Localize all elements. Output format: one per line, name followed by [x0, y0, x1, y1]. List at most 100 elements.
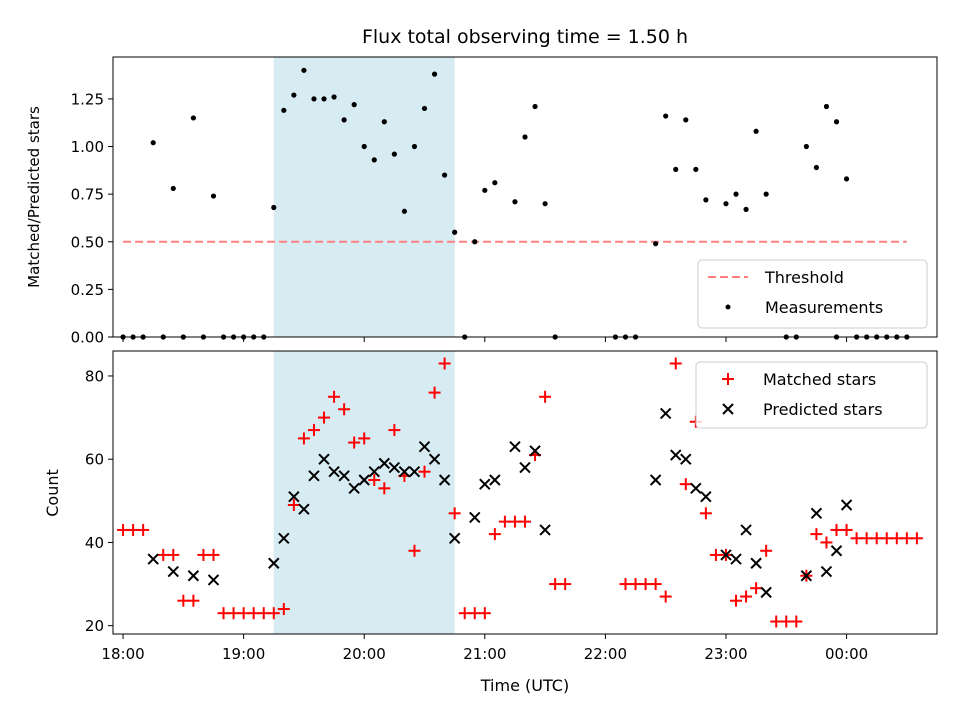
matched-star-point [378, 482, 391, 495]
measurement-point [421, 105, 428, 112]
matched-star-point [519, 515, 531, 528]
predicted-star-point [428, 453, 441, 465]
matched-star-point [760, 544, 773, 557]
bottom-y-tick-label: 60 [85, 451, 104, 469]
chart-title: Flux total observing time = 1.50 h [362, 26, 688, 48]
matched-star-point [408, 544, 421, 557]
matched-star-point [388, 424, 401, 437]
matched-star-point [619, 578, 632, 591]
top-y-tick-label: 1.00 [71, 138, 104, 156]
matched-stars-points [117, 357, 923, 628]
measurement-point [452, 229, 458, 235]
matched-star-point [780, 615, 793, 628]
measurement-point [803, 143, 809, 150]
matched-star-point [498, 515, 511, 528]
matched-star-point [559, 578, 572, 591]
predicted-star-point [268, 557, 280, 569]
measurement-point [753, 128, 759, 134]
matched-star-point [810, 528, 823, 541]
matched-star-point [488, 528, 501, 541]
predicted-star-point [328, 465, 340, 478]
measurement-point [813, 164, 820, 171]
measurement-point [371, 157, 377, 163]
bottom-x-tick-label: 23:00 [704, 645, 747, 663]
predicted-star-point [720, 549, 732, 561]
top-y-tick-label: 0.25 [71, 281, 104, 299]
measurement-point [763, 191, 769, 197]
top-axes-frame [112, 56, 938, 338]
bottom-x-tick-label: 19:00 [222, 645, 265, 663]
predicted-star-point [680, 453, 692, 465]
matched-star-point [458, 607, 471, 620]
measurement-point [271, 204, 277, 211]
matched-star-point [438, 357, 451, 370]
legend-threshold-label: Threshold [764, 268, 844, 287]
predicted-star-point [730, 553, 742, 565]
predicted-star-point [167, 565, 179, 578]
measurement-point [532, 103, 538, 110]
matched-star-point [418, 465, 431, 478]
matched-star-point [669, 357, 682, 370]
top-panel: 0.00 0.25 0.50 0.75 1.00 1.25 Flux total obse… [25, 26, 938, 347]
bottom-y-tick-label: 80 [85, 367, 104, 385]
matched-star-point [900, 532, 913, 545]
matched-star-point [770, 615, 783, 628]
measurement-point [301, 67, 307, 73]
matched-star-point [539, 390, 552, 403]
measurement-point [361, 143, 367, 150]
predicted-star-point [207, 574, 220, 586]
predicted-star-point [368, 465, 380, 478]
top-x-ticks [122, 337, 848, 342]
matched-star-point [137, 523, 150, 536]
bottom-axes-frame [112, 350, 938, 635]
matched-star-point [659, 590, 672, 603]
predicted-stars-points [147, 407, 853, 599]
matched-star-point [549, 578, 562, 591]
matched-star-point [358, 432, 371, 445]
top-y-tick-label: 1.25 [71, 90, 104, 108]
legend-measurements-swatch [725, 304, 731, 310]
legend-predicted-swatch [722, 403, 734, 415]
predicted-star-point [298, 503, 310, 515]
measurement-point [693, 166, 699, 172]
matched-star-point [187, 594, 200, 607]
measurement-point [411, 143, 418, 150]
predicted-star-point [810, 507, 823, 520]
predicted-star-point [398, 465, 411, 478]
matched-star-point [679, 478, 692, 491]
legend-matched-label: Matched stars [763, 370, 876, 389]
predicted-star-point [147, 553, 159, 565]
matched-star-point [820, 536, 833, 549]
matched-star-point [850, 532, 863, 545]
x-axis-label: Time (UTC) [480, 676, 569, 695]
matched-star-point [127, 523, 140, 536]
predicted-star-point [539, 524, 551, 536]
predicted-star-point [308, 470, 320, 482]
measurement-point [291, 92, 297, 98]
measurement-point [431, 71, 438, 77]
bottom-x-ticks: 18:00 19:00 20:00 21:00 22:00 23:00 00:00 [101, 634, 868, 663]
measurement-point [351, 102, 357, 108]
matched-star-point [478, 607, 491, 620]
bottom-shaded-span [273, 351, 455, 634]
matched-star-point [207, 548, 220, 561]
predicted-star-point [760, 586, 772, 599]
predicted-star-point [187, 570, 200, 582]
predicted-star-point [418, 441, 431, 453]
top-shaded-span [273, 57, 455, 337]
top-y-tick-label: 0.75 [71, 186, 104, 204]
measurement-point [210, 193, 217, 199]
bottom-y-axis-label: Count [43, 469, 62, 517]
predicted-star-point [469, 511, 481, 524]
matched-star-point [287, 498, 300, 511]
matched-star-point [709, 548, 722, 561]
legend-matched-swatch [722, 373, 734, 385]
matched-star-point [840, 523, 853, 536]
predicted-star-point [690, 482, 702, 495]
matched-star-point [177, 594, 190, 607]
matched-star-point [890, 532, 903, 545]
matched-star-point [338, 403, 351, 416]
bottom-legend-box [695, 361, 928, 429]
